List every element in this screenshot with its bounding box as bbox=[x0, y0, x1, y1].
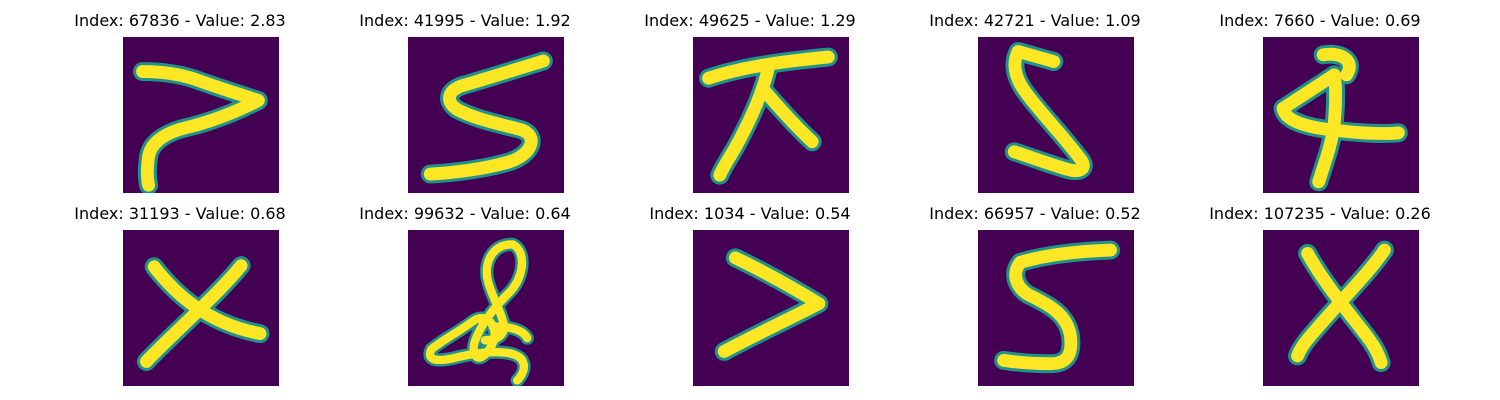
panel-8: Index: 1034 - Value: 0.54 bbox=[600, 193, 900, 386]
panel-7: Index: 99632 - Value: 0.64 bbox=[315, 193, 615, 386]
digit-image bbox=[693, 37, 849, 193]
digit-image bbox=[123, 230, 279, 386]
digit-image bbox=[123, 37, 279, 193]
panel-9: Index: 66957 - Value: 0.52 bbox=[885, 193, 1185, 386]
glyph-strokes bbox=[133, 62, 268, 193]
glyph-strokes bbox=[1273, 44, 1408, 192]
panel-2: Index: 41995 - Value: 1.92 bbox=[315, 0, 615, 193]
glyph-strokes bbox=[714, 248, 829, 361]
panel-title: Index: 1034 - Value: 0.54 bbox=[649, 204, 851, 223]
panel-3: Index: 49625 - Value: 1.29 bbox=[600, 0, 900, 193]
digit-image bbox=[408, 230, 564, 386]
panel-title: Index: 41995 - Value: 1.92 bbox=[359, 11, 571, 30]
panel-title: Index: 49625 - Value: 1.29 bbox=[644, 11, 856, 30]
digit-image bbox=[693, 230, 849, 386]
panel-title: Index: 7660 - Value: 0.69 bbox=[1219, 11, 1421, 30]
glyph-strokes bbox=[420, 51, 553, 184]
panel-5: Index: 7660 - Value: 0.69 bbox=[1170, 0, 1470, 193]
glyph-strokes bbox=[994, 240, 1121, 374]
panel-title: Index: 99632 - Value: 0.64 bbox=[359, 204, 571, 223]
glyph-strokes bbox=[1004, 42, 1093, 181]
glyph-strokes bbox=[699, 47, 838, 185]
panel-4: Index: 42721 - Value: 1.09 bbox=[885, 0, 1185, 193]
panel-title: Index: 67836 - Value: 2.83 bbox=[74, 11, 286, 30]
panel-1: Index: 67836 - Value: 2.83 bbox=[30, 0, 330, 193]
digit-image bbox=[978, 230, 1134, 386]
glyph-strokes thin bbox=[423, 237, 534, 386]
digit-image bbox=[408, 37, 564, 193]
digit-image bbox=[978, 37, 1134, 193]
panel-6: Index: 31193 - Value: 0.68 bbox=[30, 193, 330, 386]
panel-10: Index: 107235 - Value: 0.26 bbox=[1170, 193, 1470, 386]
digit-image bbox=[1263, 37, 1419, 193]
panel-title: Index: 42721 - Value: 1.09 bbox=[929, 11, 1141, 30]
panel-title: Index: 66957 - Value: 0.52 bbox=[929, 204, 1141, 223]
glyph-strokes bbox=[1288, 240, 1394, 373]
panel-title: Index: 31193 - Value: 0.68 bbox=[74, 204, 286, 223]
panel-title: Index: 107235 - Value: 0.26 bbox=[1209, 204, 1431, 223]
digit-image bbox=[1263, 230, 1419, 386]
glyph-strokes bbox=[136, 256, 270, 371]
